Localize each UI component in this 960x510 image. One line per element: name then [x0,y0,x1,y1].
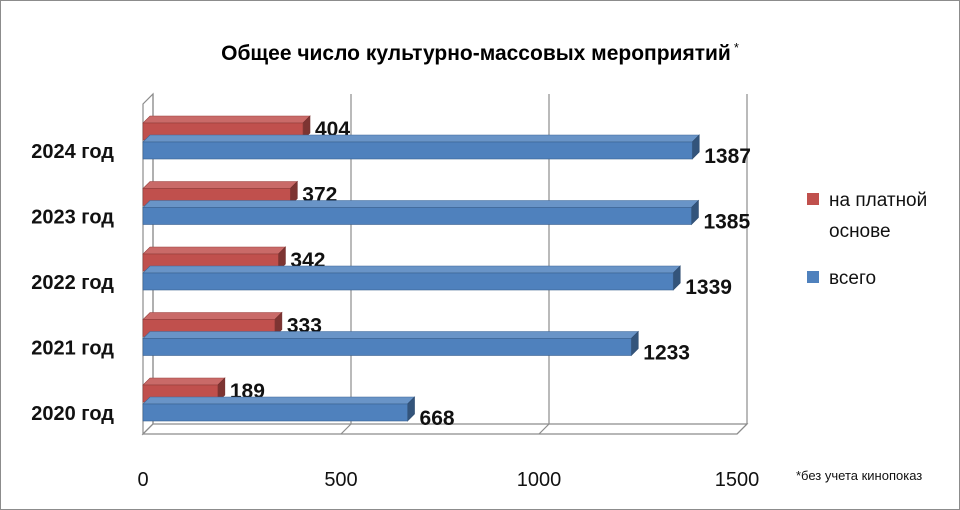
gridline-floor-segment [340,423,352,435]
bar-top-face [142,377,226,386]
data-label: 1387 [704,145,751,168]
bar-top-face [142,200,700,208]
bar-total [142,207,692,225]
bar-total [142,403,408,422]
x-tick-label: 500 [324,469,357,491]
y-category-label: 2022 год [31,272,114,294]
gridline-floor-segment [538,423,550,435]
bar-top-face [142,134,700,143]
x-tick-label: 0 [137,469,148,491]
legend-label-total: всего [829,268,876,289]
bar-top-face [142,115,311,124]
bar-total [142,272,674,291]
gridline-floor-segment [736,423,748,435]
footnote: *без учета кинопоказ [796,468,923,483]
bar-top-face [142,331,639,339]
x-tick-label: 1000 [517,469,562,491]
data-label: 1385 [703,211,750,234]
bar-top-face [142,265,681,274]
bar-top-face [142,181,299,189]
legend-swatch-total [807,271,819,283]
data-label: 668 [420,407,455,430]
legend-swatch-paid [807,193,819,205]
data-label: 1233 [643,342,690,365]
gridline-floor-segment [142,423,154,435]
title-footnote-marker: * [733,40,739,55]
y-category-label: 2024 год [31,141,114,163]
chart-title: Общее число культурно-массовых мероприят… [0,40,960,66]
data-label: 1339 [685,276,732,299]
x-tick-label: 1500 [715,469,760,491]
bar-top-face [142,312,283,320]
y-category-label: 2021 год [31,338,114,360]
y-category-label: 2023 год [31,207,114,229]
bar-top-face [142,246,287,255]
legend-label-paid: на платной основе [829,190,927,242]
bar-top-face [142,396,416,405]
y-category-label: 2020 год [31,403,114,425]
bar-total [142,141,693,160]
bar-total [142,338,632,356]
chart-title-text: Общее число культурно-массовых мероприят… [221,42,731,65]
